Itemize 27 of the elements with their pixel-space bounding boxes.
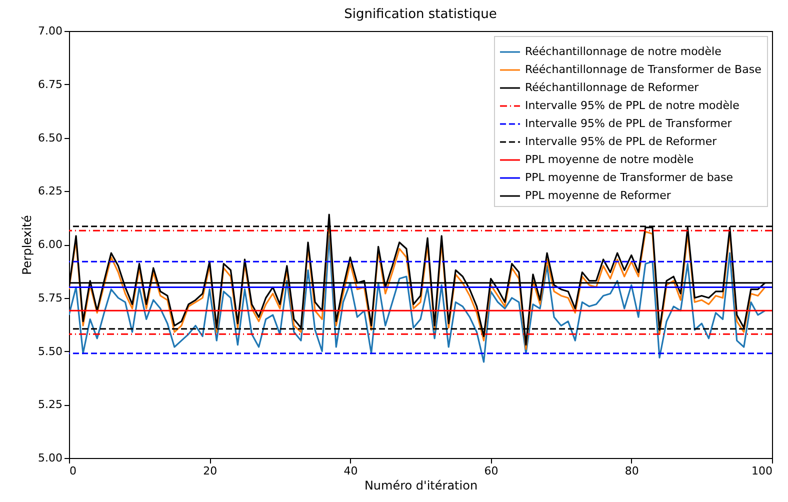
- legend-label: Rééchantillonnage de Reformer: [525, 81, 700, 94]
- legend-label: Intervalle 95% de PPL de Transformer: [525, 117, 732, 130]
- legend-label: PPL moyenne de notre modèle: [525, 153, 694, 166]
- x-tick-label: 40: [344, 464, 358, 478]
- x-tick-label: 80: [624, 464, 639, 478]
- x-tick-label: 20: [203, 464, 218, 478]
- y-tick-label: 5.75: [38, 291, 62, 304]
- x-tick-label: 60: [484, 464, 498, 478]
- chart-title: Signification statistique: [344, 7, 497, 22]
- y-tick-label: 6.75: [38, 78, 62, 91]
- y-tick-label: 5.50: [38, 344, 62, 358]
- y-axis-title: Perplexité: [20, 215, 34, 275]
- y-tick-label: 5.00: [38, 452, 62, 464]
- legend-label: Intervalle 95% de PPL de Reformer: [525, 135, 718, 148]
- legend-label: Rééchantillonnage de Transformer de Base: [525, 63, 762, 76]
- y-tick-label: 6.00: [38, 238, 62, 251]
- y-tick-label: 7.00: [38, 24, 62, 38]
- x-tick-label: 0: [70, 464, 76, 478]
- legend-label: Rééchantillonnage de notre modèle: [525, 45, 722, 58]
- x-axis-title: Numéro d'itération: [364, 478, 478, 492]
- y-tick-label: 6.50: [38, 131, 62, 144]
- legend-label: PPL moyenne de Transformer de base: [525, 171, 734, 184]
- legend-label: PPL moyenne de Reformer: [525, 189, 672, 202]
- y-tick-label: 6.25: [38, 184, 62, 198]
- x-tick-label: 100: [752, 464, 772, 478]
- y-tick-label: 5.25: [38, 398, 62, 412]
- legend-label: Intervalle 95% de PPL de notre modèle: [525, 99, 740, 112]
